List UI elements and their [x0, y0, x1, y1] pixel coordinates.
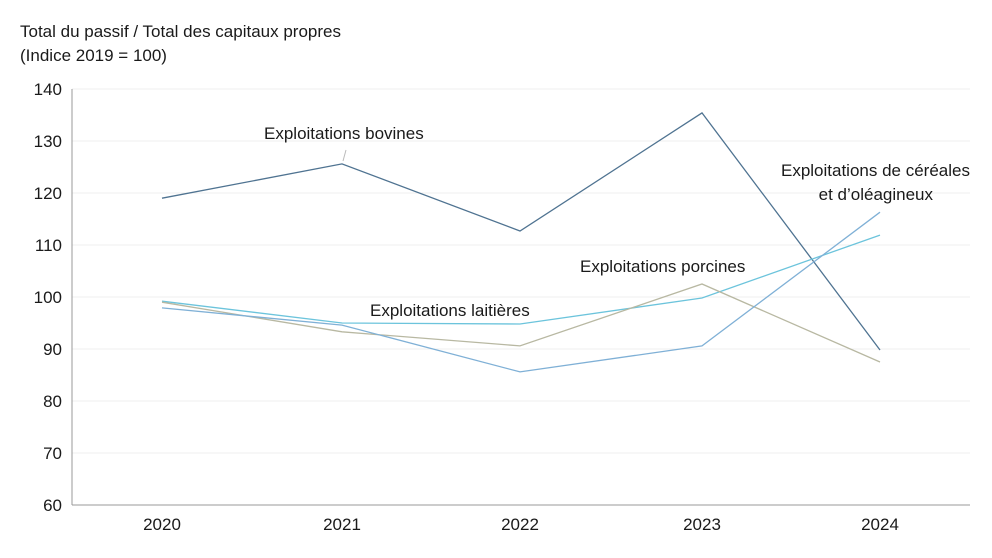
x-tick-label: 2020	[143, 515, 181, 534]
y-tick-label: 120	[34, 184, 62, 203]
y-tick-label: 60	[43, 496, 62, 515]
series-line-3	[161, 283, 881, 363]
series-line-2	[161, 234, 881, 325]
series-label-porcines: Exploitations porcines	[580, 257, 745, 276]
series-label-laitieres: Exploitations laitières	[370, 301, 530, 320]
y-axis-title-line-2: (Indice 2019 = 100)	[20, 46, 167, 65]
y-axis-title-line-1: Total du passif / Total des capitaux pro…	[20, 22, 341, 41]
series-label-bovines: Exploitations bovines	[264, 124, 424, 143]
y-tick-label: 140	[34, 80, 62, 99]
y-tick-label: 90	[43, 340, 62, 359]
series-line-1	[161, 112, 881, 351]
series-label-cereales-line-1: Exploitations de céréales	[781, 161, 970, 180]
y-axis-title: Total du passif / Total des capitaux pro…	[20, 20, 341, 68]
series-label-cereales-line-2: et d’oléagineux	[819, 185, 934, 204]
y-tick-label: 80	[43, 392, 62, 411]
x-tick-label: 2023	[683, 515, 721, 534]
y-tick-label: 70	[43, 444, 62, 463]
y-tick-label: 110	[35, 236, 62, 255]
y-tick-label: 100	[34, 288, 62, 307]
x-tick-label: 2022	[501, 515, 539, 534]
x-tick-label: 2024	[861, 515, 899, 534]
y-tick-label: 130	[34, 132, 62, 151]
x-tick-label: 2021	[323, 515, 361, 534]
series-label-bovines-leader	[342, 149, 347, 162]
series-line-4	[161, 211, 881, 373]
